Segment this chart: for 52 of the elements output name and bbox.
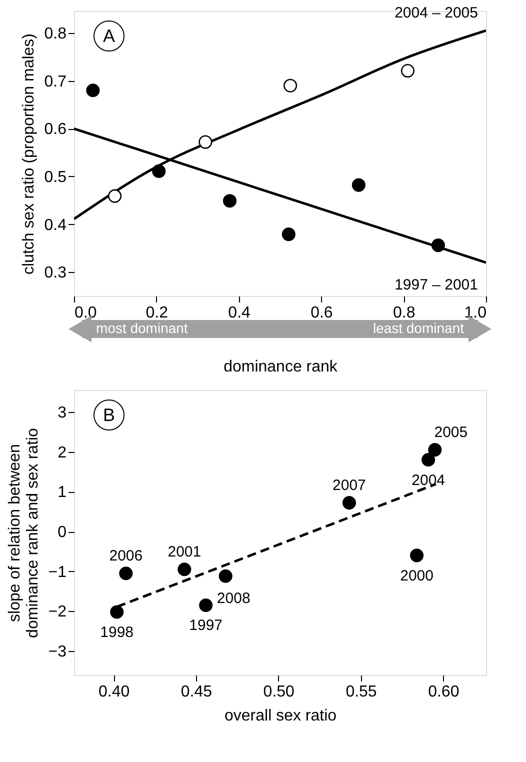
point <box>422 452 436 467</box>
annotation: 1997 <box>189 617 223 634</box>
y-tick-label: 3 <box>58 404 67 422</box>
point <box>119 566 133 580</box>
point <box>110 605 124 619</box>
y-tick-label: 1 <box>58 484 67 502</box>
x-tick-label: 0.4 <box>228 304 251 322</box>
x-tick-label: 0.60 <box>428 684 460 700</box>
point <box>178 562 192 576</box>
y-tick-label: 2 <box>58 444 67 462</box>
point <box>218 569 232 583</box>
y-tick-label: 0.4 <box>44 216 67 234</box>
annotation: 2006 <box>109 547 143 564</box>
y-tick-label: 0.7 <box>44 73 67 90</box>
series-label: 2004 – 2005 <box>394 4 478 22</box>
y-tick-label: −2 <box>48 604 67 621</box>
y-tick-label: 0.3 <box>44 264 67 282</box>
annotation: B <box>102 405 116 425</box>
text: least dominant <box>372 320 464 336</box>
annotation: A <box>102 26 116 46</box>
annotation: 2007 <box>332 476 366 494</box>
point <box>342 496 356 510</box>
x-axis-title: dominance rank <box>224 358 338 376</box>
x-tick-label: 0.0 <box>74 304 97 322</box>
point <box>410 548 424 562</box>
x-tick-label: 0.50 <box>263 684 295 700</box>
y-axis-title: slope of relation between dominance rank and sex ratio <box>6 428 42 638</box>
point <box>199 598 213 612</box>
y-tick-label: 0.6 <box>44 121 67 138</box>
x-tick-label: 0.40 <box>98 684 130 700</box>
series-label: 1997 – 2001 <box>394 276 478 294</box>
x-tick-label: 0.6 <box>310 304 333 322</box>
x-axis-title: overall sex ratio <box>224 708 337 724</box>
x-tick-label: 0.45 <box>180 684 212 700</box>
annotation: 2000 <box>400 567 434 584</box>
y-tick-label: 0.8 <box>44 25 67 42</box>
x-tick-label: 1.0 <box>464 304 487 322</box>
annotation: 2005 <box>434 424 468 441</box>
annotation: 2008 <box>216 590 250 608</box>
x-tick-label: 0.2 <box>146 304 168 322</box>
y-tick-label: −3 <box>48 644 67 661</box>
text: most dominant <box>96 320 188 336</box>
x-tick-label: 0.55 <box>346 684 377 700</box>
y-tick-label: −1 <box>48 564 67 581</box>
annotation: 1998 <box>100 624 134 642</box>
y-axis-title: clutch sex ratio (proportion males) <box>20 34 38 274</box>
y-tick-label: 0 <box>58 524 67 542</box>
annotation: 2004 <box>412 472 446 489</box>
y-tick-label: 0.5 <box>44 168 67 186</box>
x-tick-label: 0.8 <box>392 304 416 322</box>
point <box>428 443 442 457</box>
annotation: 2001 <box>168 543 202 560</box>
